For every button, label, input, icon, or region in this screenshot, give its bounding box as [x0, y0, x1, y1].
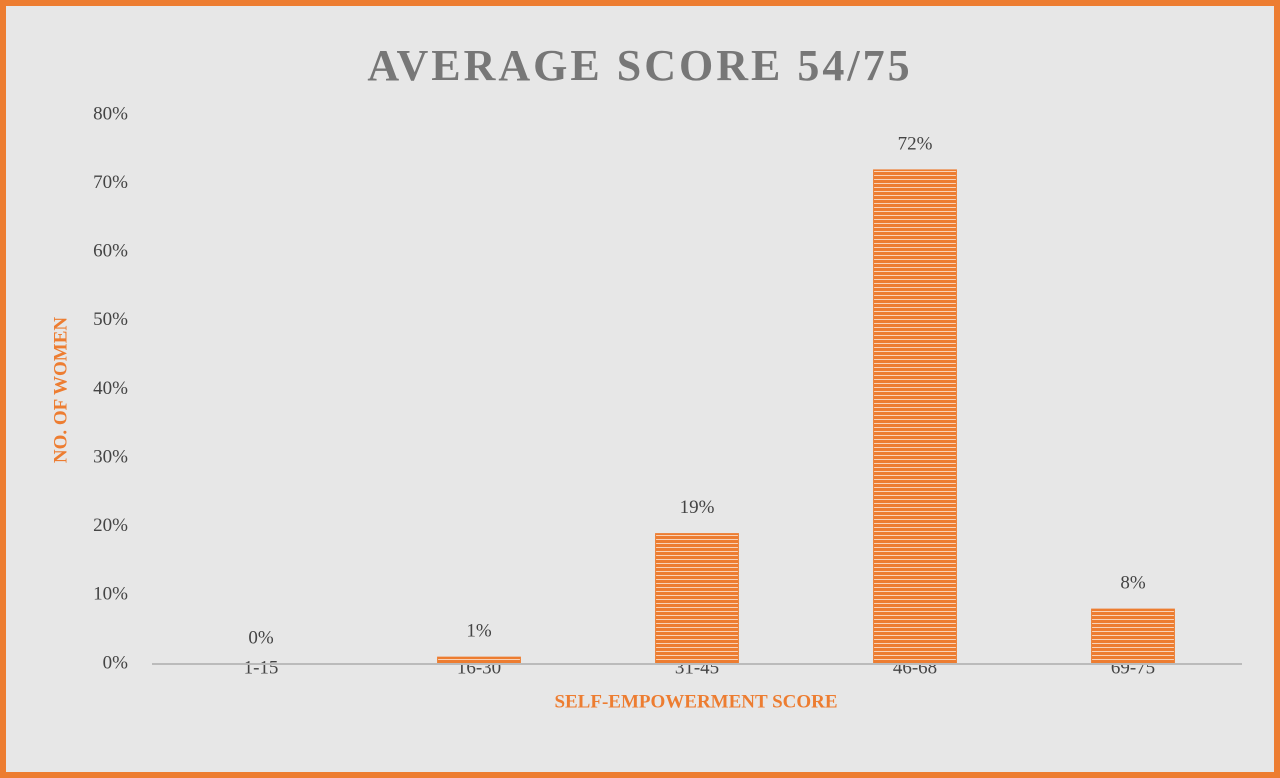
y-axis-label: NO. OF WOMEN — [50, 317, 71, 463]
chart-title: AVERAGE SCORE 54/75 — [367, 41, 912, 90]
data-label: 0% — [248, 627, 274, 648]
data-label: 8% — [1120, 572, 1146, 593]
y-tick-label: 20% — [93, 515, 128, 536]
bar — [873, 169, 957, 665]
bar — [655, 533, 739, 665]
data-label: 1% — [466, 620, 492, 641]
data-label: 19% — [680, 497, 715, 518]
y-tick-label: 30% — [93, 446, 128, 467]
y-tick-label: 70% — [93, 172, 128, 193]
y-tick-label: 80% — [93, 103, 128, 124]
x-axis-label: SELF-EMPOWERMENT SCORE — [554, 691, 837, 712]
x-tick-label: 1-15 — [244, 657, 279, 678]
y-tick-label: 40% — [93, 378, 128, 399]
bar — [437, 656, 521, 665]
y-tick-label: 60% — [93, 241, 128, 262]
y-tick-label: 50% — [93, 309, 128, 330]
bar — [1091, 608, 1175, 665]
data-label: 72% — [898, 133, 933, 154]
y-tick-label: 10% — [93, 584, 128, 605]
y-tick-label: 0% — [103, 652, 129, 673]
